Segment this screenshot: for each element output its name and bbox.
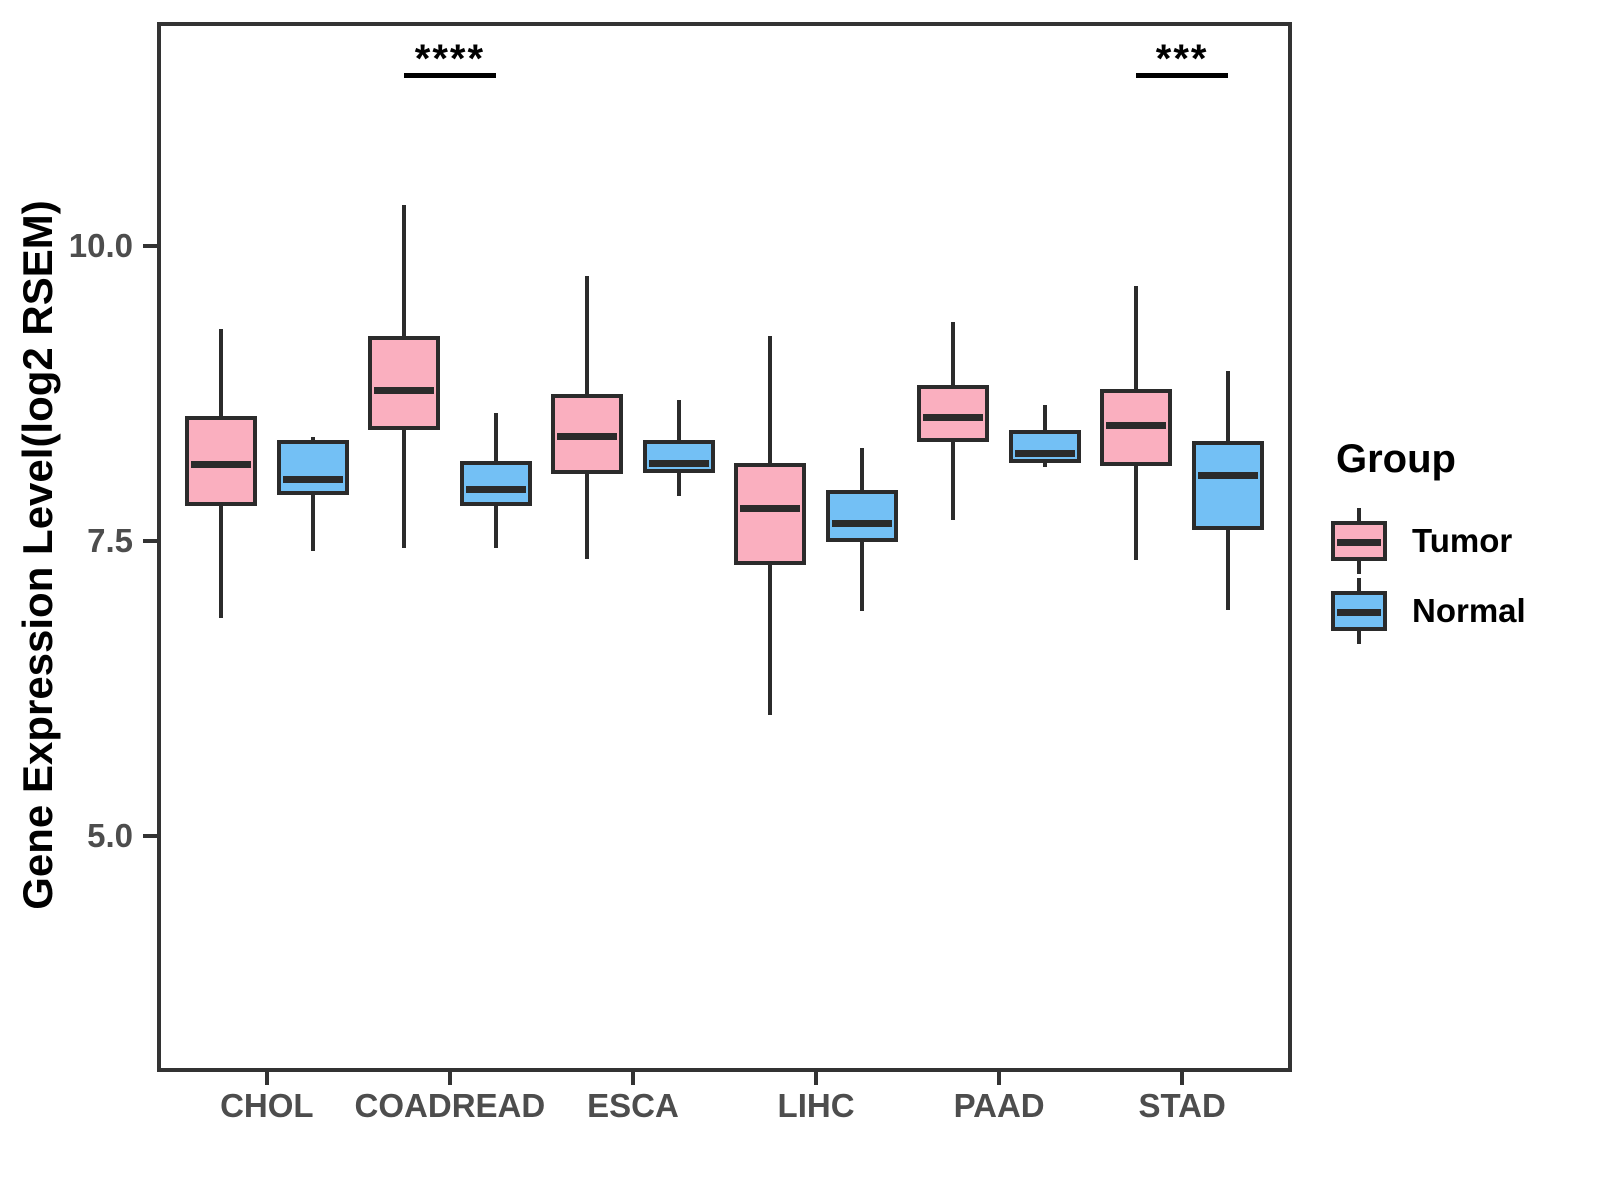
- median-line: [557, 433, 618, 441]
- median-line: [648, 460, 709, 468]
- legend-entry-tumor: Tumor: [1330, 508, 1600, 574]
- median-line: [191, 461, 252, 469]
- x-tick-label: ESCA: [587, 1087, 679, 1124]
- box-coadread-normal: [459, 460, 532, 506]
- x-tick-label: COADREAD: [354, 1087, 546, 1124]
- median-line: [1106, 422, 1167, 430]
- y-tick-label: 10.0: [68, 227, 133, 265]
- y-tick-label: 5.0: [87, 817, 133, 855]
- x-tick-mark: [1180, 1072, 1185, 1085]
- significance-bar-coadread: [404, 73, 496, 78]
- significance-label-stad: ***: [1155, 37, 1209, 81]
- y-tick-mark: [143, 834, 157, 839]
- median-line: [374, 387, 435, 395]
- legend-key-box: [1331, 521, 1387, 561]
- median-line: [282, 475, 343, 483]
- legend-key-tumor-icon: [1330, 508, 1388, 574]
- x-tick-label: LIHC: [777, 1087, 855, 1124]
- legend-key-median: [1337, 609, 1381, 616]
- x-tick-mark: [814, 1072, 819, 1085]
- x-tick-label: PAAD: [953, 1087, 1045, 1124]
- legend-label-normal: Normal: [1412, 592, 1526, 629]
- box-chol-normal: [276, 439, 349, 496]
- y-tick-label: 7.5: [87, 522, 133, 560]
- plot-panel: [157, 22, 1292, 1072]
- median-line: [465, 486, 526, 494]
- x-tick-label: CHOL: [220, 1087, 314, 1124]
- legend-key-box: [1331, 591, 1387, 631]
- box-lihc-tumor: [734, 463, 807, 565]
- x-tick-mark: [447, 1072, 452, 1085]
- box-stad-normal: [1191, 440, 1264, 531]
- box-esca-normal: [642, 439, 715, 473]
- legend-label-tumor: Tumor: [1412, 522, 1513, 559]
- median-line: [1197, 471, 1258, 479]
- x-tick-mark: [997, 1072, 1002, 1085]
- x-tick-mark: [630, 1072, 635, 1085]
- significance-bar-stad: [1136, 73, 1228, 78]
- y-tick-mark: [143, 244, 157, 249]
- box-coadread-tumor: [368, 335, 441, 431]
- box-chol-tumor: [185, 416, 258, 506]
- legend-key-normal-icon: [1330, 578, 1388, 644]
- significance-label-coadread: ****: [414, 37, 486, 81]
- legend-entry-normal: Normal: [1330, 578, 1600, 644]
- median-line: [1014, 449, 1075, 457]
- legend-key-median: [1337, 539, 1381, 546]
- median-line: [831, 520, 892, 528]
- legend-entries: Tumor Normal: [1330, 508, 1600, 644]
- box-esca-tumor: [551, 393, 624, 474]
- box-paad-normal: [1008, 430, 1081, 464]
- legend: Group Tumor Normal: [1330, 437, 1600, 648]
- box-lihc-normal: [825, 490, 898, 543]
- median-line: [740, 505, 801, 513]
- x-tick-label: STAD: [1138, 1087, 1226, 1124]
- box-stad-tumor: [1100, 388, 1173, 466]
- median-line: [923, 414, 984, 422]
- y-tick-mark: [143, 539, 157, 544]
- box-paad-tumor: [917, 385, 990, 442]
- x-tick-mark: [264, 1072, 269, 1085]
- legend-title: Group: [1336, 437, 1456, 481]
